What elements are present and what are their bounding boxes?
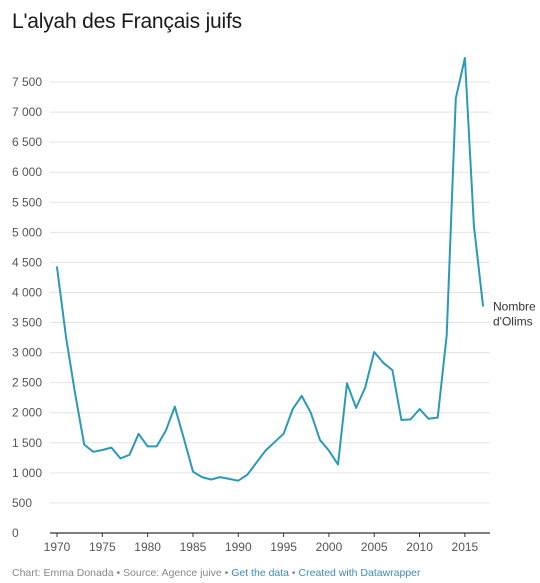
y-axis-labels: 0 500 1 000 1 500 2 000 2 500 3 000 3 500 4 000 4…: [12, 75, 42, 540]
y-tick-label: 1 000: [12, 466, 42, 480]
x-tick-label: 1975: [89, 540, 116, 554]
y-tick-label: 500: [12, 496, 32, 510]
x-tick-label: 2015: [452, 540, 479, 554]
get-data-link[interactable]: Get the data: [231, 567, 290, 579]
series-label: Nombre d'Olims: [493, 300, 536, 329]
y-tick-label: 4 500: [12, 255, 42, 269]
y-tick-label: 5 000: [12, 225, 42, 239]
y-tick-label: 2 000: [12, 406, 42, 420]
y-tick-label: 5 500: [12, 195, 42, 209]
y-tick-label: 7 500: [12, 75, 42, 89]
grid-layer: [50, 81, 490, 504]
y-tick-label: 1 500: [12, 436, 42, 450]
x-tick-label: 2000: [316, 540, 343, 554]
x-tick-label: 2010: [406, 540, 433, 554]
y-tick-label: 7 000: [12, 105, 42, 119]
series-layer: Nombre d'Olims: [56, 57, 536, 482]
series-line: [56, 57, 484, 482]
y-tick-label: 3 500: [12, 316, 42, 330]
y-tick-label: 6 500: [12, 135, 42, 149]
y-tick-label: 2 500: [12, 376, 42, 390]
y-tick-label: 0: [12, 526, 19, 540]
y-tick-label: 4 000: [12, 285, 42, 299]
x-tick-label: 2005: [361, 540, 388, 554]
x-tick-label: 1970: [44, 540, 71, 554]
y-tick-label: 6 000: [12, 165, 42, 179]
x-tick-label: 1990: [225, 540, 252, 554]
x-tick-label: 1995: [270, 540, 297, 554]
x-axis-labels: 1970 1975 1980 1985 1990 1995 2000 2005 2010 2015: [44, 533, 479, 554]
datawrapper-link[interactable]: Created with Datawrapper: [298, 567, 421, 579]
y-tick-label: 3 000: [12, 346, 42, 360]
footer-separator: •: [289, 567, 299, 579]
chart-footer: Chart: Emma Donada • Source: Agence juiv…: [12, 567, 421, 579]
x-tick-label: 1985: [180, 540, 207, 554]
footer-credit: Chart: Emma Donada • Source: Agence juiv…: [12, 567, 232, 579]
chart-title: L'alyah des Français juifs: [12, 10, 242, 33]
x-tick-label: 1980: [134, 540, 161, 554]
